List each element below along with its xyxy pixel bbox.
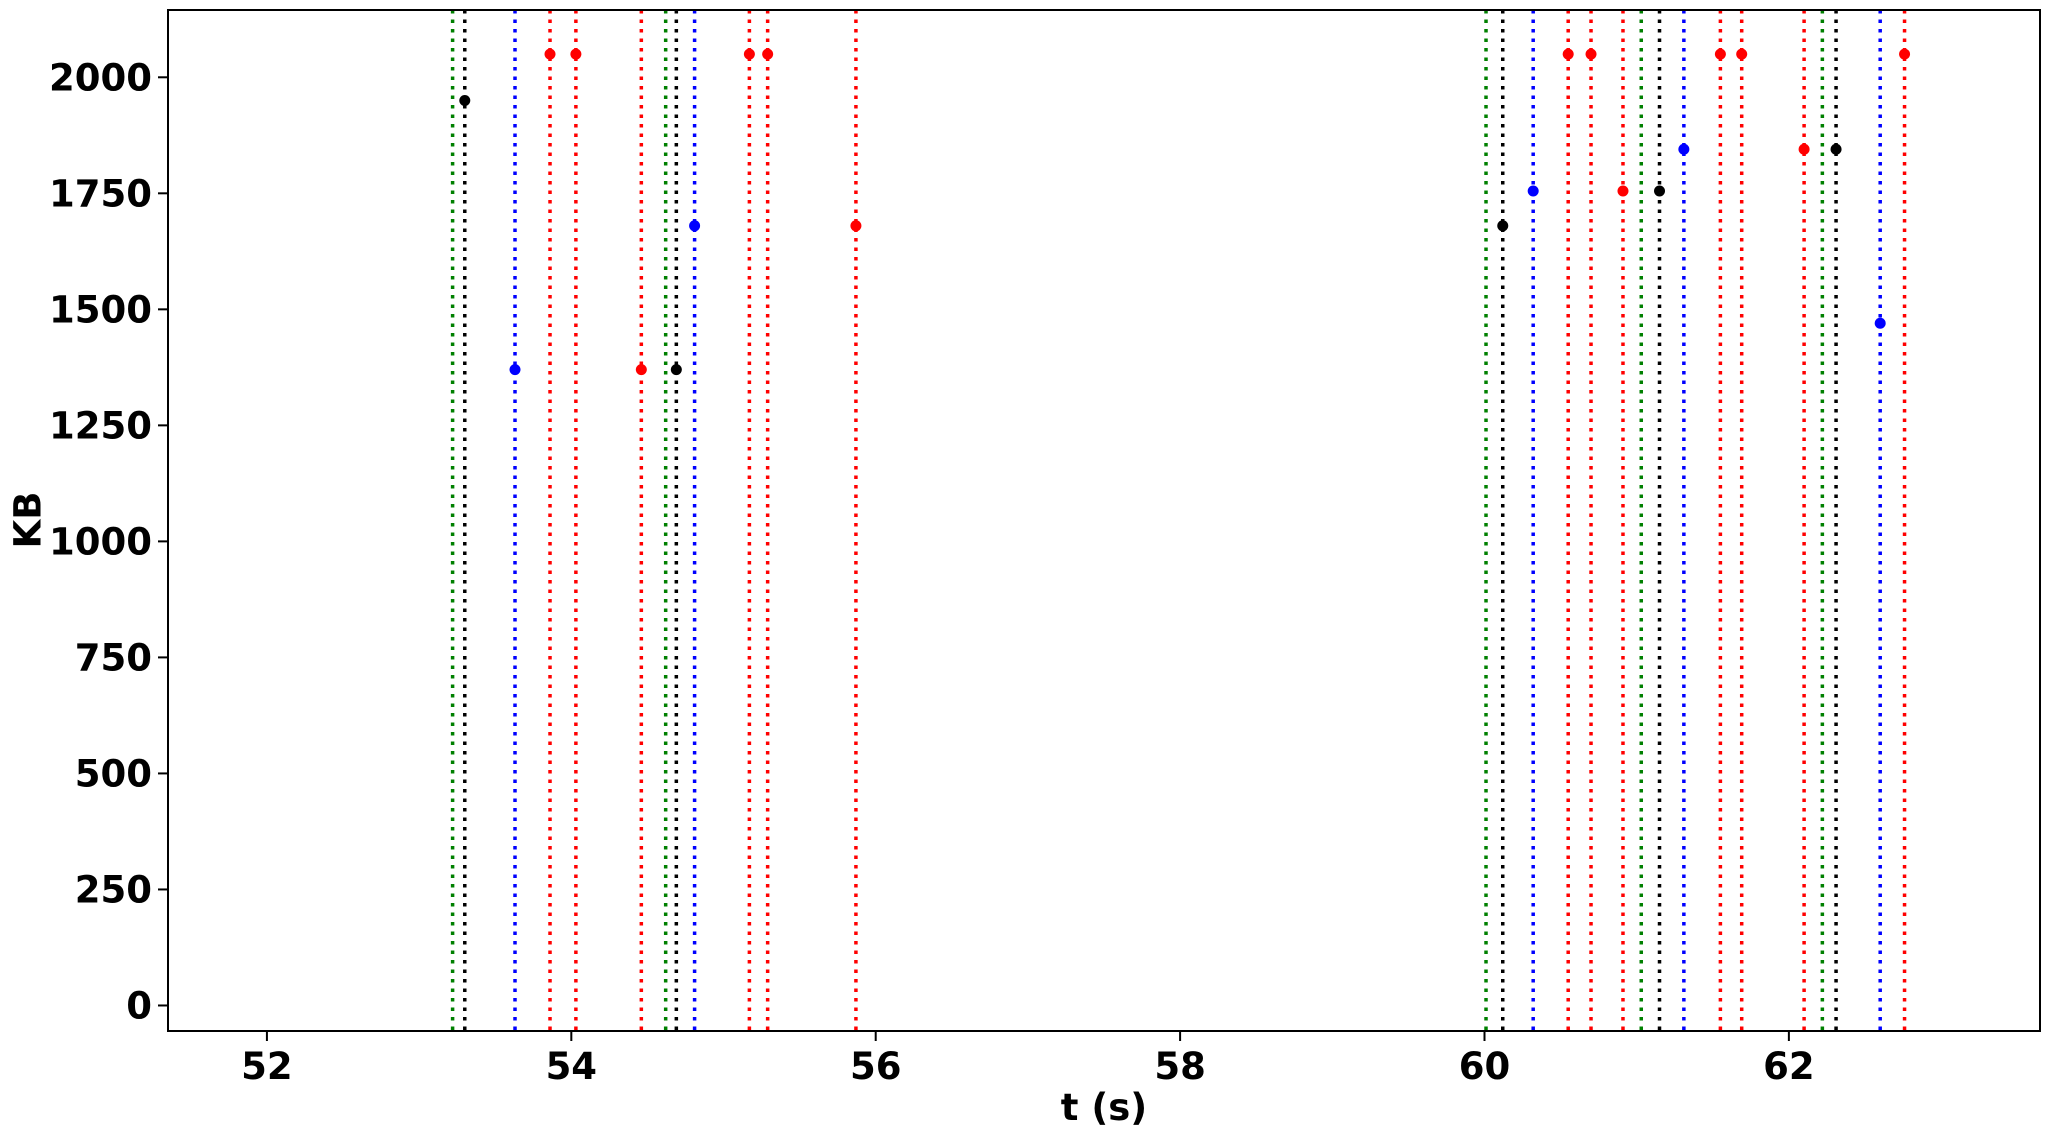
data-point: [570, 48, 582, 60]
data-point: [1654, 185, 1666, 197]
y-tick-label: 1000: [49, 520, 152, 563]
x-tick-label: 54: [546, 1045, 598, 1088]
data-point: [459, 94, 471, 106]
data-point: [1830, 143, 1842, 155]
data-point: [689, 220, 701, 232]
x-tick-label: 62: [1763, 1045, 1815, 1088]
x-tick-label: 60: [1459, 1045, 1511, 1088]
vertical-lines: [450, 10, 1907, 1031]
y-tick-label: 1250: [49, 404, 152, 447]
x-tick-label: 56: [850, 1045, 902, 1088]
data-point: [850, 220, 862, 232]
data-points: [459, 48, 1911, 376]
data-point: [670, 364, 682, 376]
plot-area-frame: [167, 9, 2041, 1032]
data-point: [1497, 220, 1509, 232]
x-tick-label: 52: [241, 1045, 293, 1088]
data-point: [1678, 143, 1690, 155]
y-tick-label: 1500: [49, 288, 152, 331]
y-axis-label: KB: [7, 492, 50, 549]
data-point: [1899, 48, 1911, 60]
data-point: [1798, 143, 1810, 155]
y-axis: 0 250 500 750 1000 1250 1500 1750 2000: [49, 56, 168, 1027]
data-point: [1562, 48, 1574, 60]
x-axis-label: t (s): [1061, 1086, 1147, 1127]
x-tick-label: 58: [1154, 1045, 1206, 1088]
y-tick-label: 2000: [49, 56, 152, 99]
data-point: [1585, 48, 1597, 60]
data-point: [509, 364, 521, 376]
y-tick-label: 0: [126, 984, 152, 1027]
data-point: [544, 48, 556, 60]
data-point: [1714, 48, 1726, 60]
data-point: [1527, 185, 1539, 197]
data-point: [1874, 317, 1886, 329]
y-tick-label: 250: [75, 868, 152, 911]
data-point: [743, 48, 755, 60]
data-point: [1736, 48, 1748, 60]
data-point: [635, 364, 647, 376]
data-point: [762, 48, 774, 60]
y-tick-label: 750: [75, 636, 152, 679]
x-axis: 52 54 56 58 60 62: [241, 1031, 1815, 1088]
y-tick-label: 500: [75, 752, 152, 795]
y-tick-label: 1750: [49, 172, 152, 215]
data-point: [1617, 185, 1629, 197]
